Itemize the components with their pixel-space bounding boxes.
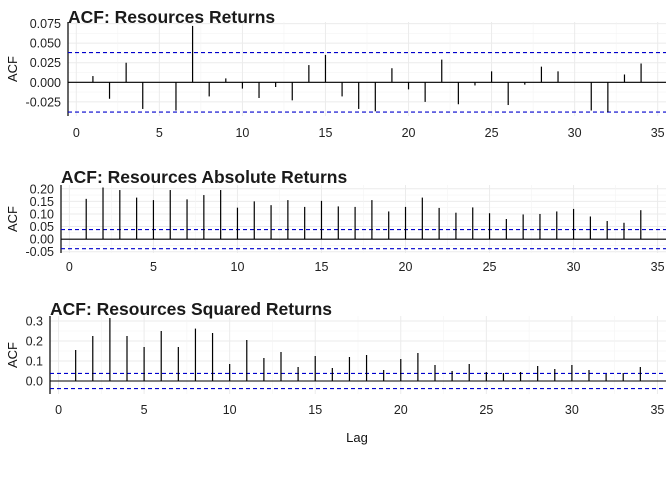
y-tick-label: -0.05 xyxy=(26,245,55,259)
x-tick-label: 5 xyxy=(150,260,157,274)
y-axis-label: ACF xyxy=(5,206,20,232)
y-tick-label: 0.000 xyxy=(30,76,61,90)
y-axis-label: ACF xyxy=(5,56,20,82)
acf-squared-returns-panel: 0.0 0.1 0.2 0.3 0 5 10 15 20 25 30 35 ACF ACF: Resour… xyxy=(5,299,666,417)
y-tick-label: 0.00 xyxy=(30,233,54,247)
x-tick-label: 30 xyxy=(568,126,582,140)
panel-title: ACF: Resources Absolute Returns xyxy=(61,167,347,187)
x-tick-label: 5 xyxy=(156,126,163,140)
x-tick-label: 15 xyxy=(315,260,329,274)
x-tick-label: 0 xyxy=(55,403,62,417)
x-tick-label: 35 xyxy=(651,126,665,140)
x-tick-label: 20 xyxy=(399,260,413,274)
y-tick-label: 0.2 xyxy=(26,335,43,349)
x-tick-label: 25 xyxy=(483,260,497,274)
y-tick-label: 0.20 xyxy=(30,182,54,196)
y-tick-label: 0.10 xyxy=(30,207,54,221)
x-tick-label: 25 xyxy=(485,126,499,140)
x-tick-label: 20 xyxy=(402,126,416,140)
y-tick-label: 0.025 xyxy=(30,56,61,70)
panel-title: ACF: Resources Squared Returns xyxy=(50,299,332,319)
x-tick-label: 15 xyxy=(308,403,322,417)
panel-title: ACF: Resources Returns xyxy=(68,7,275,27)
y-tick-label: -0.025 xyxy=(26,95,61,109)
x-tick-label: 35 xyxy=(651,260,665,274)
y-tick-label: 0.0 xyxy=(26,375,43,389)
y-tick-label: 0.05 xyxy=(30,220,54,234)
x-tick-label: 5 xyxy=(141,403,148,417)
x-tick-label: 0 xyxy=(66,260,73,274)
acf-absolute-returns-panel: -0.050.000.050.100.150.20 0 5 10 15 20 25 30 35 A… xyxy=(5,167,666,274)
y-tick-label: 0.1 xyxy=(26,355,43,369)
x-tick-label: 0 xyxy=(73,126,80,140)
x-tick-label: 10 xyxy=(235,126,249,140)
x-tick-label: 25 xyxy=(479,403,493,417)
y-tick-label: 0.15 xyxy=(30,195,54,209)
x-tick-label: 15 xyxy=(319,126,333,140)
y-tick-label: 0.3 xyxy=(26,315,43,329)
x-tick-label: 20 xyxy=(394,403,408,417)
x-tick-label: 30 xyxy=(567,260,581,274)
y-tick-label: 0.050 xyxy=(30,37,61,51)
y-axis-label: ACF xyxy=(5,342,20,368)
x-axis-label: Lag xyxy=(346,430,368,445)
acf-returns-panel: -0.025 0.000 0.025 0.050 0.075 0 5 10 15 20 25 30 35… xyxy=(5,7,666,140)
x-tick-label: 35 xyxy=(650,403,664,417)
x-tick-label: 10 xyxy=(223,403,237,417)
y-tick-label: 0.075 xyxy=(30,17,61,31)
x-tick-label: 30 xyxy=(565,403,579,417)
x-tick-label: 10 xyxy=(231,260,245,274)
